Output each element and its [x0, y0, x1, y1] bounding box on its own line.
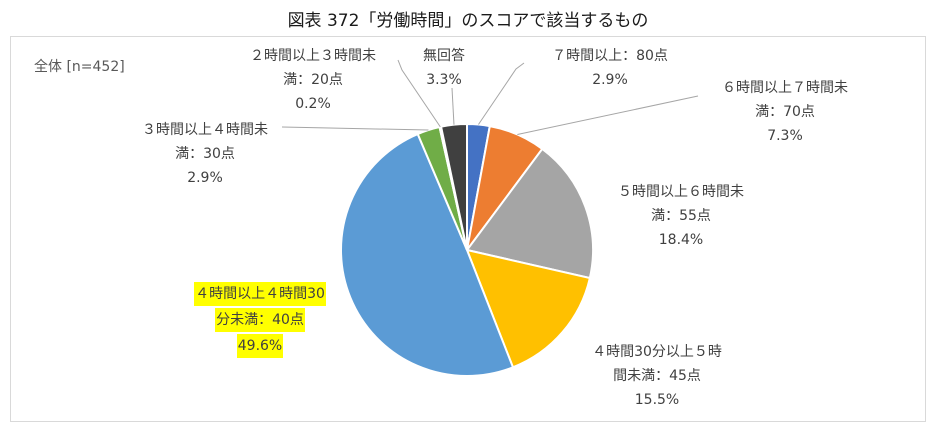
sample-size-label: 全体 [n=452]: [34, 59, 125, 75]
slice-label-2: ５時間以上６時間未 満：55点 18.4%: [596, 180, 766, 252]
leader-line-1: [517, 95, 699, 135]
slice-label-4-line2: 分未満：40点: [215, 308, 305, 332]
slice-label-3: ４時間30分以上５時 間未満：45点 15.5%: [572, 340, 742, 412]
slice-label-4: ４時間以上４時間30 分未満：40点 49.6%: [160, 282, 360, 360]
slice-label-2-pct: 18.4%: [658, 232, 704, 248]
leader-line-6: [397, 59, 441, 128]
slice-label-5: ３時間以上４時間未 満：30点 2.9%: [120, 118, 290, 190]
slice-label-6: ２時間以上３時間未 満：20点 0.2%: [228, 44, 398, 116]
pie-slice-4: [340, 132, 515, 378]
slice-label-0-line1: ７時間以上：80点: [552, 48, 668, 64]
slice-label-0-pct: 2.9%: [592, 72, 628, 88]
slice-label-1-line2: 満：70点: [755, 104, 815, 120]
slice-label-5-line2: 満：30点: [175, 146, 235, 162]
slice-label-0: ７時間以上：80点 2.9%: [520, 44, 700, 92]
slice-label-7: 無回答 3.3%: [404, 44, 484, 92]
slice-label-6-line2: 満：20点: [283, 72, 343, 88]
slice-label-6-pct: 0.2%: [295, 96, 331, 112]
pie-slice-2: [465, 147, 594, 280]
slice-label-7-line1: 無回答: [423, 48, 465, 64]
leader-line-7: [451, 87, 455, 125]
slice-label-3-line1: ４時間30分以上５時: [592, 344, 722, 360]
leader-line-5: [281, 126, 429, 131]
slice-label-4-pct: 49.6%: [236, 334, 284, 358]
slice-label-3-line2: 間未満：45点: [613, 368, 701, 384]
slice-label-1-pct: 7.3%: [767, 128, 803, 144]
slice-label-4-line1: ４時間以上４時間30: [194, 282, 326, 306]
slice-label-5-pct: 2.9%: [187, 170, 223, 186]
slice-label-5-line1: ３時間以上４時間未: [142, 122, 268, 138]
chart-frame: [10, 36, 926, 422]
slice-label-7-pct: 3.3%: [426, 72, 462, 88]
slice-label-6-line1: ２時間以上３時間未: [250, 48, 376, 64]
leader-line-0: [478, 62, 525, 125]
slice-label-2-line2: 満：55点: [651, 208, 711, 224]
chart-title: 図表 372「労働時間」のスコアで該当するもの: [287, 11, 649, 31]
slice-label-3-pct: 15.5%: [634, 392, 680, 408]
slice-label-1-line1: ６時間以上７時間未: [722, 80, 848, 96]
pie-slice-3: [465, 248, 592, 369]
slice-label-2-line1: ５時間以上６時間未: [618, 184, 744, 200]
slice-label-1: ６時間以上７時間未 満：70点 7.3%: [700, 76, 870, 148]
